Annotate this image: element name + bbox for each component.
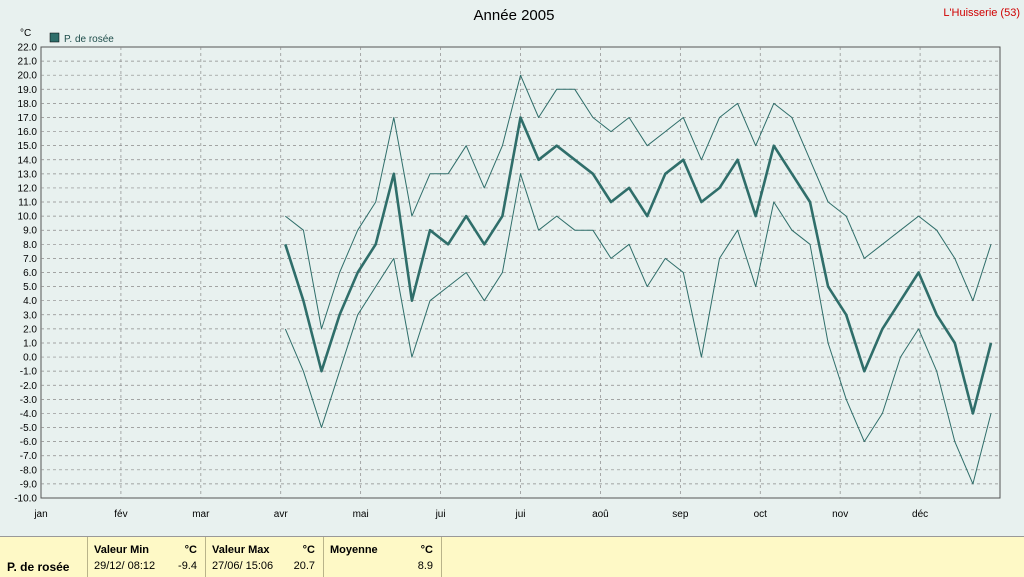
y-tick-label: 9.0 (23, 226, 37, 237)
stats-avg-value: 8.9 (417, 560, 433, 572)
series-lines (284, 74, 993, 485)
y-tick-label: -4.0 (20, 409, 38, 420)
y-tick-label: -9.0 (20, 479, 38, 490)
station-label: L'Huisserie (53) (943, 7, 1020, 19)
x-tick-label: jan (33, 509, 47, 520)
y-tick-label: -1.0 (20, 367, 38, 378)
y-axis-ticks: 22.0 21.0 20.0 19.0 18.0 17.0 16.0 15.0 14.0 13.0… (14, 43, 37, 505)
stats-avg-cell: Moyenne °C 8.9 (324, 537, 442, 577)
stats-min-cell: Valeur Min °C 29/12/ 08:12 -9.4 (88, 537, 206, 577)
stats-max-header: Valeur Max (212, 544, 270, 556)
y-tick-label: 17.0 (18, 113, 38, 124)
x-tick-label: jui (514, 509, 525, 520)
y-tick-label: 1.0 (23, 338, 37, 349)
stats-min-value: -9.4 (178, 560, 197, 572)
y-tick-label: 12.0 (18, 183, 38, 194)
series-line (284, 116, 993, 415)
y-tick-label: -3.0 (20, 395, 38, 406)
legend-swatch (49, 32, 60, 43)
legend-label: P. de rosée (64, 34, 114, 45)
series-line (284, 74, 992, 330)
y-tick-label: 14.0 (18, 155, 38, 166)
y-tick-label: 21.0 (18, 57, 38, 68)
stats-min-header: Valeur Min (94, 544, 150, 556)
stats-panel: P. de rosée Valeur Min °C 29/12/ 08:12 -… (0, 536, 1024, 577)
y-tick-label: 7.0 (23, 254, 37, 265)
y-tick-label: -5.0 (20, 423, 38, 434)
y-tick-label: 8.0 (23, 240, 37, 251)
x-tick-label: fév (114, 509, 127, 520)
x-tick-label: nov (832, 509, 848, 520)
x-tick-label: jui (435, 509, 446, 520)
x-tick-label: aoû (592, 509, 609, 520)
chart-title: Année 2005 (474, 7, 555, 24)
stats-min-unit: °C (184, 544, 197, 556)
series-line (284, 173, 992, 485)
y-tick-label: 19.0 (18, 85, 38, 96)
stats-row-label: P. de rosée (7, 560, 70, 574)
stats-max-value: 20.7 (293, 560, 315, 572)
y-axis-unit: °C (20, 28, 31, 39)
x-tick-label: sep (672, 509, 689, 520)
stats-max-date: 27/06/ 15:06 (212, 560, 274, 572)
y-tick-label: 4.0 (23, 296, 37, 307)
y-tick-label: -8.0 (20, 465, 38, 476)
y-tick-label: 18.0 (18, 99, 38, 110)
y-tick-label: -10.0 (14, 494, 37, 505)
stats-min-date: 29/12/ 08:12 (94, 560, 156, 572)
dewpoint-chart: Année 2005 L'Huisserie (53) °C P. de ros… (14, 7, 1020, 520)
y-tick-label: 13.0 (18, 169, 38, 180)
x-tick-label: mai (353, 509, 369, 520)
y-tick-label: 15.0 (18, 141, 38, 152)
y-tick-label: -2.0 (20, 381, 38, 392)
x-tick-label: déc (912, 509, 928, 520)
y-tick-label: 10.0 (18, 212, 38, 223)
grid-lines (41, 47, 1000, 498)
y-tick-label: 3.0 (23, 310, 37, 321)
y-tick-label: -7.0 (20, 451, 38, 462)
y-tick-label: 5.0 (23, 282, 37, 293)
stats-row-label-cell: P. de rosée (0, 537, 88, 577)
y-tick-label: 2.0 (23, 324, 37, 335)
stats-max-cell: Valeur Max °C 27/06/ 15:06 20.7 (206, 537, 324, 577)
stats-avg-header: Moyenne (330, 544, 378, 556)
x-axis-ticks: jan fév mar avr mai jui jui aoû sep oct nov déc (33, 509, 928, 520)
y-tick-label: 20.0 (18, 71, 38, 82)
stats-max-unit: °C (302, 544, 315, 556)
y-tick-label: 6.0 (23, 268, 37, 279)
x-tick-label: mar (192, 509, 210, 520)
stats-avg-unit: °C (420, 544, 433, 556)
x-tick-label: avr (274, 509, 289, 520)
x-tick-label: oct (754, 509, 768, 520)
y-tick-label: -6.0 (20, 437, 38, 448)
y-tick-label: 16.0 (18, 127, 38, 138)
y-tick-label: 11.0 (18, 198, 37, 209)
y-tick-label: 0.0 (23, 353, 37, 364)
y-tick-label: 22.0 (18, 43, 38, 54)
